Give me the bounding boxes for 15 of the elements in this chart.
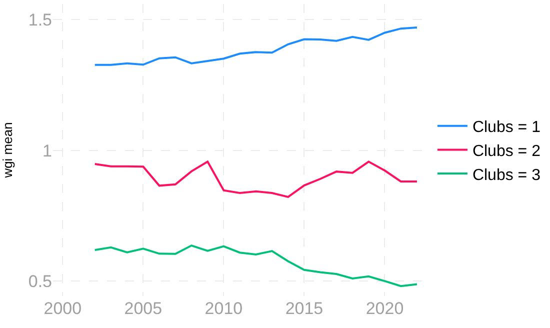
legend-label: Clubs = 1 (472, 119, 541, 136)
y-axis-title: wgi mean (0, 122, 15, 179)
y-tick-label: 1.5 (28, 10, 52, 30)
x-tick-label: 2010 (204, 299, 243, 318)
y-tick-label: 0.5 (28, 272, 52, 292)
y-tick-label: 1 (42, 141, 52, 160)
line-series (94, 26, 418, 66)
legend-label: Clubs = 2 (472, 142, 541, 160)
x-tick-label: 2020 (366, 299, 404, 318)
line-series (94, 160, 418, 198)
x-tick-label: 2000 (44, 299, 82, 318)
x-tick-label: 2005 (124, 299, 162, 318)
x-tick-label: 2015 (285, 299, 324, 318)
line-series (94, 244, 418, 288)
legend-label: Clubs = 3 (472, 166, 541, 184)
